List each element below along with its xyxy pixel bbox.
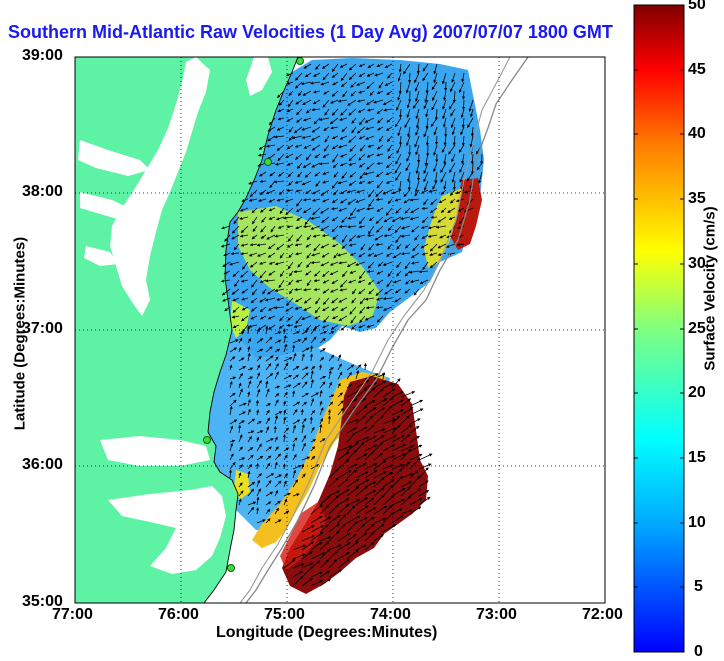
colorbar (634, 5, 684, 652)
velocity-vector (275, 426, 276, 433)
colorbar-tick-label: 45 (688, 61, 706, 79)
colorbar-tick-label: 5 (694, 578, 703, 596)
velocity-vector (311, 417, 312, 424)
velocity-vector (482, 154, 483, 164)
x-tick-label: 73:00 (476, 606, 517, 624)
hf-radar-station-4 (228, 565, 235, 572)
x-tick-label: 72:00 (582, 606, 623, 624)
colorbar-tick-label: 0 (694, 643, 703, 661)
x-tick-label: 77:00 (52, 606, 93, 624)
velocity-vector (302, 409, 303, 415)
x-tick-label: 75:00 (264, 606, 305, 624)
y-tick-label: 39:00 (22, 47, 63, 65)
hf-radar-station-3 (204, 437, 211, 444)
x-tick-label: 76:00 (158, 606, 199, 624)
x-axis-label: Longitude (Degrees:Minutes) (216, 624, 437, 642)
y-axis-label: Latitude (Degrees:Minutes) (12, 169, 29, 499)
colorbar-tick-label: 50 (688, 0, 706, 14)
hf-radar-station-2 (265, 159, 272, 166)
colorbar-tick-label: 15 (688, 449, 706, 467)
x-tick-label: 74:00 (370, 606, 411, 624)
colorbar-label: Surface Velocity (cm/s) (702, 139, 719, 439)
velocity-vector (410, 145, 411, 155)
colorbar-tick-label: 10 (688, 514, 706, 532)
